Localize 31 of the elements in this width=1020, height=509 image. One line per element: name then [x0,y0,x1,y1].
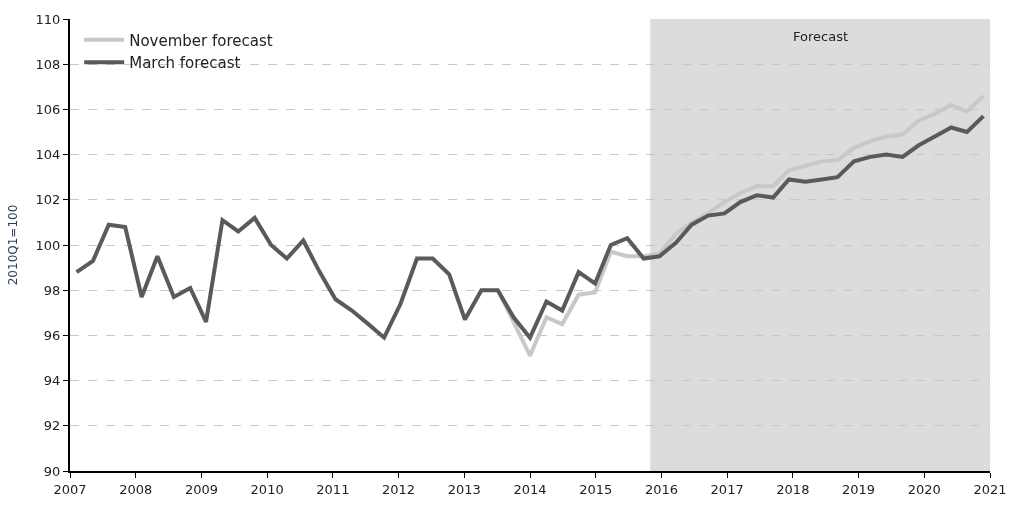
legend-label: November forecast [129,31,273,50]
x-tick-label: 2011 [316,481,350,497]
y-axis-title: 2010Q1=100 [6,204,21,286]
x-tick-label: 2015 [579,481,613,497]
x-tick-label: 2020 [907,481,941,497]
y-tick-label: 92 [43,418,61,434]
y-tick-label: 98 [43,282,61,298]
x-tick-label: 2007 [53,481,87,497]
x-tick-label: 2014 [513,481,547,497]
y-tick-label: 104 [35,147,61,163]
y-tick-label: 90 [43,463,61,479]
y-tick-label: 96 [43,327,61,343]
x-tick-label: 2013 [447,481,481,497]
x-tick-label: 2010 [250,481,284,497]
y-tick-label: 110 [35,11,61,27]
x-tick-label: 2021 [973,481,1007,497]
band-label: Forecast [793,29,849,44]
x-tick-label: 2017 [710,481,744,497]
x-tick-label: 2012 [382,481,416,497]
legend-label: March forecast [129,54,241,73]
y-tick-label: 100 [35,237,61,253]
y-tick-label: 94 [43,373,61,389]
y-tick-label: 106 [35,101,61,117]
x-tick-label: 2016 [644,481,678,497]
line-series [74,114,986,340]
y-tick-label: 102 [35,192,61,208]
x-tick-label: 2019 [842,481,876,497]
x-tick-label: 2018 [776,481,810,497]
x-tick-label: 2008 [119,481,153,497]
x-tick-label: 2009 [184,481,218,497]
y-tick-label: 108 [35,56,61,72]
